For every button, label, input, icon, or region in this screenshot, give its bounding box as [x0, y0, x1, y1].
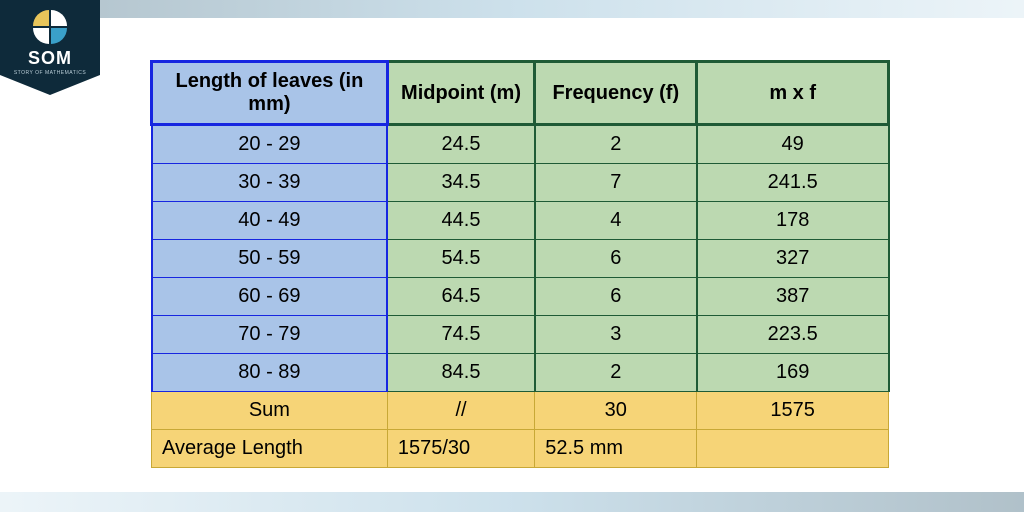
header-mxf: m x f: [697, 62, 889, 125]
frequency-table: Length of leaves (in mm) Midpoint (m) Fr…: [150, 60, 890, 468]
cell-mid: 44.5: [387, 202, 534, 240]
cell-mxf: 169: [697, 354, 889, 392]
avg-calc: 1575/30: [387, 430, 534, 468]
cell-freq: 3: [535, 316, 697, 354]
cell-range: 70 - 79: [152, 316, 388, 354]
table-row: 60 - 6964.56387: [152, 278, 889, 316]
sum-label: Sum: [152, 392, 388, 430]
cell-freq: 2: [535, 125, 697, 164]
table-row: 70 - 7974.53223.5: [152, 316, 889, 354]
cell-mid: 84.5: [387, 354, 534, 392]
sum-freq: 30: [535, 392, 697, 430]
cell-freq: 4: [535, 202, 697, 240]
bottom-stripe: [0, 492, 1024, 512]
average-row: Average Length1575/3052.5 mm: [152, 430, 889, 468]
cell-freq: 2: [535, 354, 697, 392]
cell-range: 60 - 69: [152, 278, 388, 316]
cell-mxf: 49: [697, 125, 889, 164]
table-row: 80 - 8984.52169: [152, 354, 889, 392]
cell-mxf: 241.5: [697, 164, 889, 202]
header-midpoint: Midpoint (m): [387, 62, 534, 125]
logo-subtitle: STORY OF MATHEMATICS: [14, 70, 86, 76]
table-row: 50 - 5954.56327: [152, 240, 889, 278]
cell-freq: 7: [535, 164, 697, 202]
cell-mid: 64.5: [387, 278, 534, 316]
avg-result: 52.5 mm: [535, 430, 697, 468]
cell-mxf: 387: [697, 278, 889, 316]
avg-blank: [697, 430, 889, 468]
cell-range: 80 - 89: [152, 354, 388, 392]
header-length: Length of leaves (in mm): [152, 62, 388, 125]
cell-mid: 34.5: [387, 164, 534, 202]
cell-range: 50 - 59: [152, 240, 388, 278]
top-stripe: [0, 0, 1024, 18]
cell-freq: 6: [535, 240, 697, 278]
avg-label: Average Length: [152, 430, 388, 468]
cell-range: 30 - 39: [152, 164, 388, 202]
cell-range: 40 - 49: [152, 202, 388, 240]
cell-mxf: 327: [697, 240, 889, 278]
table-row: 20 - 2924.5249: [152, 125, 889, 164]
logo-badge: SOM STORY OF MATHEMATICS: [0, 0, 100, 100]
cell-mxf: 178: [697, 202, 889, 240]
sum-mxf: 1575: [697, 392, 889, 430]
logo-icon: [33, 10, 67, 44]
cell-freq: 6: [535, 278, 697, 316]
sum-mid: //: [387, 392, 534, 430]
cell-mid: 74.5: [387, 316, 534, 354]
logo-title: SOM: [28, 48, 72, 69]
cell-mid: 54.5: [387, 240, 534, 278]
table-row: 40 - 4944.54178: [152, 202, 889, 240]
header-frequency: Frequency (f): [535, 62, 697, 125]
cell-range: 20 - 29: [152, 125, 388, 164]
table-row: 30 - 3934.57241.5: [152, 164, 889, 202]
sum-row: Sum//301575: [152, 392, 889, 430]
cell-mid: 24.5: [387, 125, 534, 164]
cell-mxf: 223.5: [697, 316, 889, 354]
table-header-row: Length of leaves (in mm) Midpoint (m) Fr…: [152, 62, 889, 125]
